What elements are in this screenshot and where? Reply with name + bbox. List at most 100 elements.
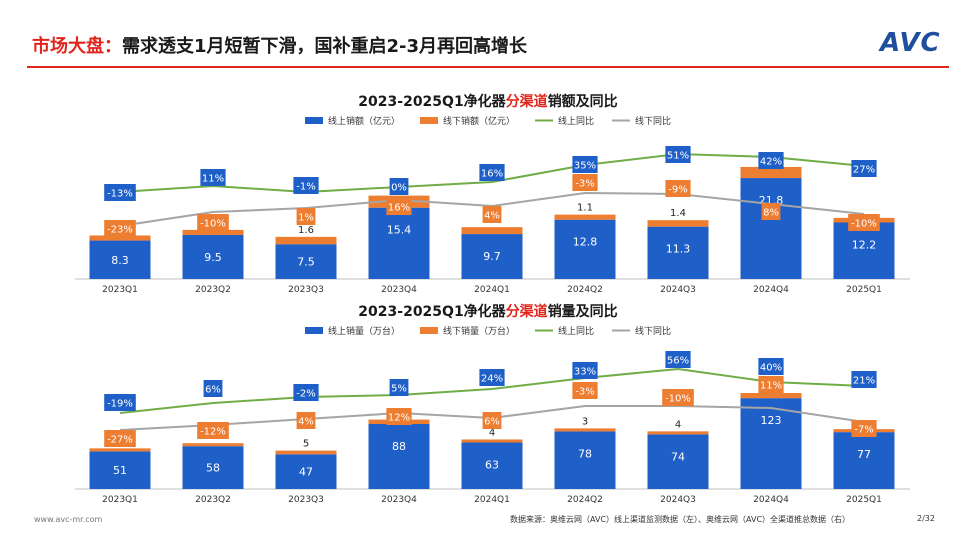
bar-value-offline: 3 bbox=[582, 416, 588, 427]
legend-swatch bbox=[305, 327, 323, 334]
offline-yoy-badge bbox=[482, 412, 502, 429]
offline-yoy-label: -10% bbox=[851, 219, 877, 230]
online-yoy-label: 11% bbox=[202, 174, 224, 185]
bar-value-online: 78 bbox=[578, 447, 592, 460]
online-yoy-badge bbox=[758, 358, 784, 375]
online-yoy-label: -1% bbox=[296, 182, 315, 193]
online-yoy-line bbox=[119, 367, 865, 414]
legend-swatch bbox=[420, 327, 438, 334]
legend-label: 线下销额（亿元） bbox=[443, 115, 515, 127]
bar-online bbox=[275, 454, 337, 489]
offline-yoy-badge bbox=[296, 412, 316, 429]
bar-offline bbox=[89, 235, 151, 241]
legend-swatch bbox=[420, 117, 438, 124]
offline-yoy-label: -3% bbox=[575, 387, 594, 398]
x-tick-label: 2023Q1 bbox=[102, 285, 138, 295]
online-yoy-badge bbox=[851, 160, 877, 177]
bar-value-online: 12.8 bbox=[573, 236, 598, 249]
bar-online bbox=[833, 432, 895, 489]
bar-value-online: 11.3 bbox=[666, 243, 691, 256]
bar-value-online: 88 bbox=[392, 440, 406, 453]
offline-yoy-label: -27% bbox=[107, 435, 133, 446]
bar-online bbox=[740, 178, 802, 279]
online-yoy-badge bbox=[479, 369, 505, 386]
offline-yoy-label: -10% bbox=[665, 394, 691, 405]
x-tick-label: 2024Q4 bbox=[753, 285, 789, 295]
x-tick-label: 2023Q1 bbox=[102, 495, 138, 505]
offline-yoy-badge bbox=[197, 422, 229, 439]
online-yoy-line bbox=[119, 152, 865, 194]
online-yoy-badge bbox=[758, 152, 784, 169]
bar-offline bbox=[182, 443, 244, 447]
offline-yoy-badge bbox=[572, 174, 598, 191]
offline-yoy-badge bbox=[104, 430, 136, 447]
online-yoy-badge bbox=[203, 380, 223, 397]
bar-online bbox=[182, 446, 244, 489]
bar-online bbox=[461, 442, 523, 489]
bar-online bbox=[461, 234, 523, 279]
offline-yoy-label: -12% bbox=[200, 427, 226, 438]
bar-offline bbox=[275, 450, 337, 455]
online-yoy-badge bbox=[104, 394, 136, 411]
online-yoy-label: 56% bbox=[667, 356, 689, 367]
online-yoy-badge bbox=[851, 371, 877, 388]
bar-value-online: 123 bbox=[761, 414, 782, 427]
online-yoy-badge bbox=[293, 177, 319, 194]
bar-offline bbox=[740, 166, 802, 179]
legend-label: 线上销量（万台） bbox=[328, 325, 400, 337]
bar-offline bbox=[461, 227, 523, 235]
x-tick-label: 2024Q1 bbox=[474, 285, 510, 295]
bar-value-online: 77 bbox=[857, 448, 871, 461]
bar-value-offline: 1.4 bbox=[670, 208, 686, 219]
bar-online bbox=[182, 235, 244, 279]
offline-yoy-label: -7% bbox=[854, 425, 873, 436]
chart-title: 2023-2025Q1净化器分渠道销额及同比 bbox=[358, 93, 617, 110]
offline-yoy-badge bbox=[662, 389, 694, 406]
legend-label: 线上同比 bbox=[558, 325, 594, 337]
bar-value-offline: 4 bbox=[489, 427, 495, 438]
legend-label: 线下销量（万台） bbox=[443, 325, 515, 337]
x-tick-label: 2024Q2 bbox=[567, 495, 603, 505]
online-yoy-badge bbox=[665, 146, 691, 163]
x-tick-label: 2023Q2 bbox=[195, 495, 231, 505]
page-number: 2/32 bbox=[917, 514, 935, 523]
offline-yoy-badge bbox=[572, 382, 598, 399]
bar-offline bbox=[89, 448, 151, 452]
offline-yoy-label: -9% bbox=[668, 185, 687, 196]
bar-value-online: 58 bbox=[206, 462, 220, 475]
bar-online bbox=[833, 222, 895, 279]
bar-value-online: 15.4 bbox=[387, 224, 412, 237]
bar-value-online: 74 bbox=[671, 450, 685, 463]
bar-value-offline: 1.6 bbox=[298, 225, 314, 236]
offline-yoy-label: 4% bbox=[484, 211, 500, 222]
offline-yoy-badge bbox=[386, 198, 412, 215]
offline-yoy-label: 1% bbox=[298, 213, 314, 224]
bar-offline bbox=[647, 220, 709, 227]
chart-title-part: 2023-2025Q1净化器 bbox=[358, 303, 506, 320]
x-tick-label: 2025Q1 bbox=[846, 285, 882, 295]
offline-yoy-label: -23% bbox=[107, 225, 133, 236]
offline-yoy-badge bbox=[482, 206, 502, 223]
bar-online bbox=[368, 424, 430, 489]
online-yoy-label: 6% bbox=[205, 385, 221, 396]
online-yoy-badge bbox=[293, 384, 319, 401]
offline-yoy-label: 12% bbox=[388, 413, 410, 424]
bar-offline bbox=[182, 229, 244, 236]
online-yoy-label: 40% bbox=[760, 363, 782, 374]
offline-yoy-badge bbox=[296, 208, 316, 225]
online-yoy-badge bbox=[389, 379, 409, 396]
online-yoy-label: 51% bbox=[667, 151, 689, 162]
bar-online bbox=[647, 226, 709, 279]
online-yoy-label: 5% bbox=[391, 384, 407, 395]
offline-yoy-label: -10% bbox=[200, 219, 226, 230]
bar-online bbox=[740, 398, 802, 489]
legend-label: 线下同比 bbox=[635, 325, 671, 337]
bar-value-online: 8.3 bbox=[111, 254, 129, 267]
bar-offline bbox=[740, 393, 802, 399]
chart-title-part: 分渠道 bbox=[506, 303, 548, 320]
bar-value-online: 63 bbox=[485, 458, 499, 471]
online-yoy-label: 16% bbox=[481, 169, 503, 180]
